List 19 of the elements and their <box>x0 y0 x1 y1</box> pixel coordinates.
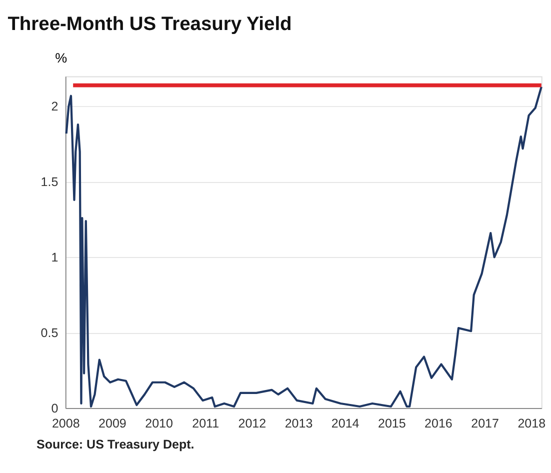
y-tick-label: 0 <box>51 401 58 416</box>
y-tick-label: 0.5 <box>40 326 58 340</box>
x-tick-label: 2009 <box>98 416 126 431</box>
x-tick-label: 2011 <box>192 416 220 431</box>
x-tick-label: 2008 <box>52 416 80 431</box>
x-tick-label: 2010 <box>145 416 173 431</box>
y-tick-label: 1.5 <box>40 175 58 190</box>
source-note: Source: US Treasury Dept. <box>36 437 194 452</box>
y-tick-label: 1 <box>51 250 58 265</box>
y-tick-label: 2 <box>51 100 58 114</box>
chart-title: Three-Month US Treasury Yield <box>8 14 292 36</box>
x-tick-label: 2015 <box>378 416 406 431</box>
x-tick-label: 2013 <box>284 416 313 431</box>
x-tick-label: 2016 <box>424 416 452 431</box>
x-tick-label: 2017 <box>471 416 499 431</box>
x-tick-label: 2014 <box>331 416 360 431</box>
x-tick-label: 2018 <box>518 416 546 431</box>
x-tick-label: 2012 <box>238 416 266 431</box>
y-axis-title: % <box>55 50 68 66</box>
